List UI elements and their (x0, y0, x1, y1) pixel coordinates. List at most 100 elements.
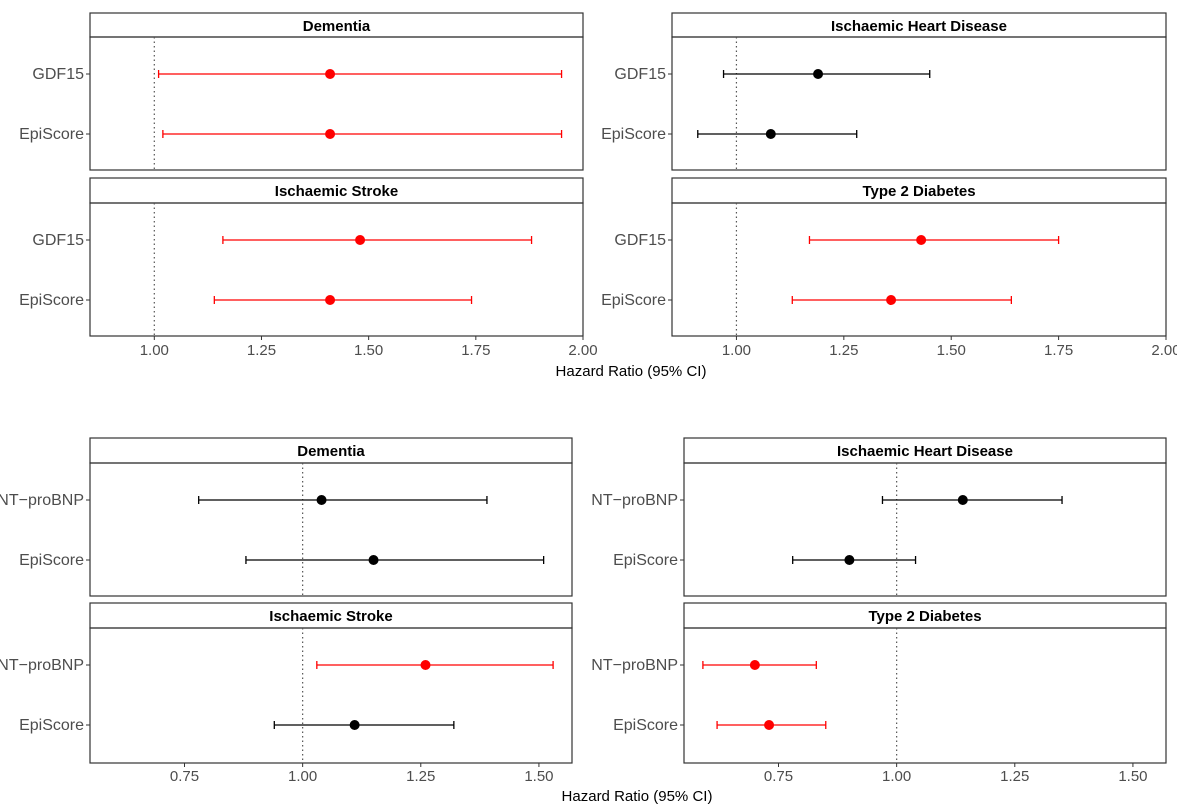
facet-strip (89, 602, 573, 629)
hazard-ratio-point (844, 555, 855, 565)
x-tick-label: 0.75 (170, 768, 199, 785)
x-tick-label: 1.00 (140, 342, 169, 359)
estimate-row: EpiScore (601, 126, 858, 143)
hazard-ratio-point (813, 69, 824, 79)
hazard-ratio-point (749, 660, 760, 670)
panel-border (89, 627, 573, 764)
category-label: NT−proBNP (591, 492, 678, 509)
estimate-row: EpiScore (19, 126, 563, 143)
estimate-row: EpiScore (19, 552, 545, 569)
hazard-ratio-point (325, 295, 336, 305)
category-label: GDF15 (614, 66, 666, 83)
facet-strip (89, 437, 573, 464)
facet-ischaemic-stroke: Ischaemic Stroke GDF15 EpiScore 1.00 1.25 1.5… (19, 177, 598, 359)
estimate-row: NT−proBNP (591, 657, 817, 674)
category-label: EpiScore (601, 126, 666, 143)
category-label: GDF15 (32, 232, 84, 249)
facet-dementia: Dementia GDF15 EpiScore (19, 12, 584, 171)
estimate-row: GDF15 (614, 66, 931, 83)
estimate-row: GDF15 (614, 232, 1060, 249)
estimate-row: NT−proBNP (0, 657, 554, 674)
facet-title: Ischaemic Stroke (269, 608, 392, 625)
facet-dementia: Dementia NT−proBNP EpiScore (0, 437, 573, 597)
hazard-ratio-point (325, 69, 336, 79)
facet-strip (89, 12, 584, 38)
panel-border (683, 462, 1167, 597)
x-tick-label: 1.25 (406, 768, 435, 785)
hazard-ratio-point (325, 129, 336, 139)
x-tick-label: 0.75 (764, 768, 793, 785)
category-label: EpiScore (601, 292, 666, 309)
x-tick-label: 1.50 (1118, 768, 1147, 785)
estimate-row: EpiScore (613, 552, 917, 569)
facet-strip (671, 177, 1167, 204)
category-label: GDF15 (32, 66, 84, 83)
estimate-row: GDF15 (32, 66, 563, 83)
estimate-row: NT−proBNP (0, 492, 488, 509)
facet-ischaemic-heart-disease: Ischaemic Heart Disease GDF15 EpiScore (601, 12, 1167, 171)
estimate-row: EpiScore (601, 292, 1013, 309)
hazard-ratio-point (349, 720, 360, 730)
facet-title: Type 2 Diabetes (862, 183, 975, 200)
x-tick-label: 1.00 (882, 768, 911, 785)
facet-title: Ischaemic Stroke (275, 183, 398, 200)
category-label: EpiScore (19, 292, 84, 309)
facet-type-2-diabetes: Type 2 Diabetes NT−proBNP EpiScore 0.75 1.00… (591, 602, 1167, 785)
estimate-row: EpiScore (613, 717, 827, 734)
panel-border (671, 36, 1167, 171)
x-tick-label: 1.00 (722, 342, 751, 359)
category-label: EpiScore (19, 552, 84, 569)
hazard-ratio-point (957, 495, 968, 505)
estimate-row: GDF15 (32, 232, 533, 249)
category-label: NT−proBNP (0, 492, 84, 509)
facet-type-2-diabetes: Type 2 Diabetes GDF15 EpiScore 1.00 1.25 1.50… (601, 177, 1177, 359)
facet-strip (683, 437, 1167, 464)
hazard-ratio-point (916, 235, 927, 245)
x-tick-label: 2.00 (568, 342, 597, 359)
category-label: EpiScore (19, 717, 84, 734)
facet-title: Type 2 Diabetes (868, 608, 981, 625)
panel-border (683, 627, 1167, 764)
facet-ischaemic-stroke: Ischaemic Stroke NT−proBNP EpiScore 0.75 1.0… (0, 602, 573, 785)
x-tick-label: 1.25 (1000, 768, 1029, 785)
x-tick-label: 1.75 (461, 342, 490, 359)
hazard-ratio-point (420, 660, 431, 670)
facet-strip (683, 602, 1167, 629)
estimate-row: EpiScore (19, 292, 473, 309)
x-tick-label: 1.25 (247, 342, 276, 359)
x-tick-label: 1.50 (937, 342, 966, 359)
x-tick-label: 1.50 (524, 768, 553, 785)
panel-border (671, 202, 1167, 337)
category-label: EpiScore (613, 717, 678, 734)
category-label: GDF15 (614, 232, 666, 249)
facet-title: Dementia (303, 18, 371, 35)
facet-title: Ischaemic Heart Disease (837, 443, 1013, 460)
hazard-ratio-point (764, 720, 775, 730)
category-label: NT−proBNP (0, 657, 84, 674)
x-tick-label: 1.75 (1044, 342, 1073, 359)
hazard-ratio-point (368, 555, 379, 565)
estimate-row: EpiScore (19, 717, 455, 734)
hazard-ratio-point (316, 495, 327, 505)
panel-border (89, 36, 584, 171)
category-label: EpiScore (19, 126, 84, 143)
estimate-row: NT−proBNP (591, 492, 1063, 509)
facet-ischaemic-heart-disease: Ischaemic Heart Disease NT−proBNP EpiScore (591, 437, 1167, 597)
panel-border (89, 202, 584, 337)
hazard-ratio-point (355, 235, 366, 245)
top-x-axis-title: Hazard Ratio (95% CI) (556, 363, 707, 380)
category-label: NT−proBNP (591, 657, 678, 674)
category-label: EpiScore (613, 552, 678, 569)
x-tick-label: 2.00 (1151, 342, 1177, 359)
facet-title: Dementia (297, 443, 365, 460)
panel-border (89, 462, 573, 597)
hazard-ratio-point (886, 295, 897, 305)
bottom-x-axis-title: Hazard Ratio (95% CI) (562, 788, 713, 805)
hazard-ratio-point (765, 129, 776, 139)
x-tick-label: 1.50 (354, 342, 383, 359)
facet-title: Ischaemic Heart Disease (831, 18, 1007, 35)
x-tick-label: 1.00 (288, 768, 317, 785)
